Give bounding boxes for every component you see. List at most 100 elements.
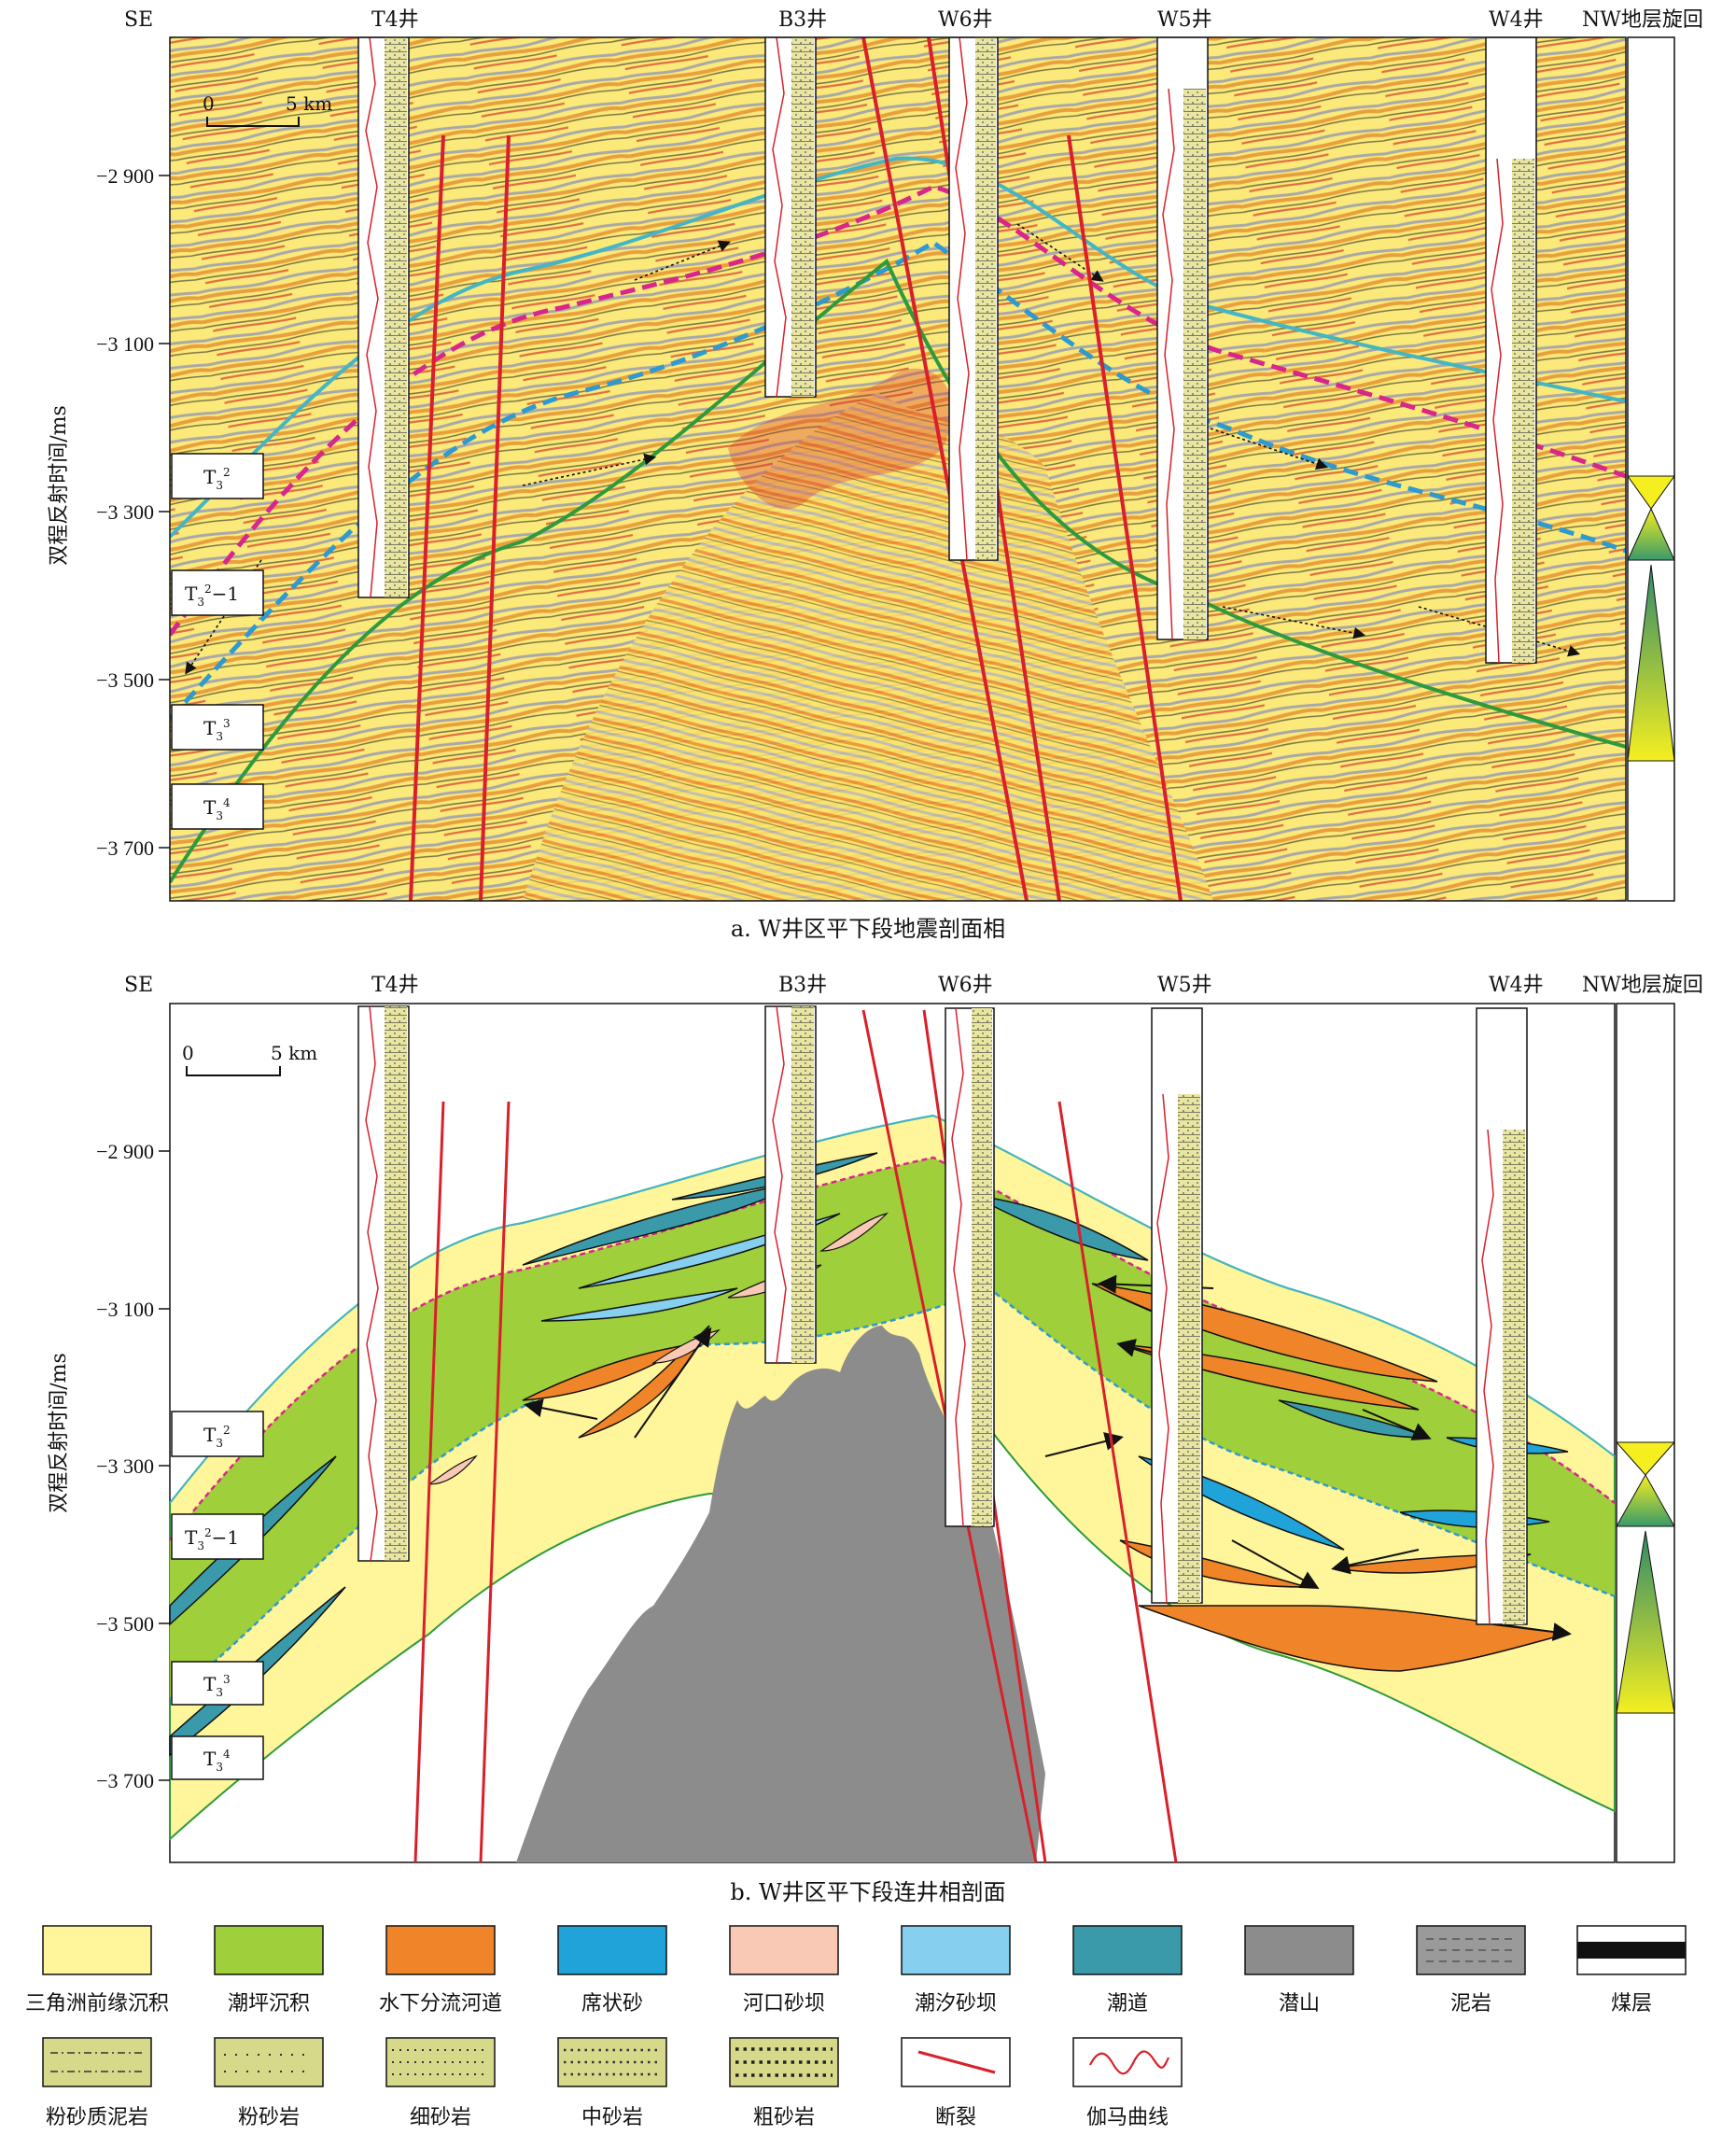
svg-text:断裂: 断裂: [935, 2106, 976, 2129]
svg-text:T33: T33: [203, 1673, 231, 1699]
cycle-column: [1615, 1003, 1676, 1863]
legend-swatch: [42, 1925, 152, 1975]
well-label-b3: B3井: [778, 974, 827, 997]
cycle-column: [1627, 36, 1675, 902]
svg-text:T32: T32: [203, 1424, 231, 1450]
well-log-w4: [1485, 37, 1537, 664]
caption-a: a. W井区平下段地震剖面相: [731, 916, 1005, 942]
legend-swatch: [385, 2037, 496, 2087]
legend-item: 席状砂: [557, 1925, 667, 2016]
legend-item: 断裂: [901, 2037, 1011, 2129]
svg-text:粉砂质泥岩: 粉砂质泥岩: [46, 2106, 148, 2129]
buried-hill: [516, 1326, 1045, 1862]
legend-item: 潮坪沉积: [214, 1925, 324, 2016]
svg-text:河口砂坝: 河口砂坝: [743, 1992, 825, 2016]
distributary-channel: [578, 1325, 710, 1439]
y-tick-label: −3 500: [96, 668, 154, 692]
well-label-w6: W6井: [938, 8, 993, 32]
legend-item: 三角洲前缘沉积: [25, 1925, 169, 2016]
y-tick-label: −2 900: [96, 1140, 154, 1163]
well-label-w5: W5井: [1157, 8, 1212, 32]
well-label-w4: W4井: [1489, 8, 1544, 32]
svg-text:T32−1: T32−1: [185, 583, 239, 609]
y-ticks: −2 900 −3 100 −3 300 −3 500 −3 700: [96, 164, 170, 860]
y-tick-label: −2 900: [96, 164, 154, 188]
svg-text:粗砂岩: 粗砂岩: [753, 2106, 815, 2129]
well-log-b3: [764, 37, 817, 398]
legend-item: 潜山: [1244, 1925, 1354, 2016]
svg-text:潮道: 潮道: [1107, 1992, 1148, 2016]
legend-swatch: [214, 2037, 324, 2087]
legend-item: 河口砂坝: [729, 1925, 839, 2016]
se-label: SE: [124, 8, 153, 32]
y-tick-label: −3 300: [96, 500, 154, 524]
y-tick-label: −3 700: [96, 1769, 154, 1792]
well-label-w4: W4井: [1489, 974, 1544, 997]
legend-swatch: [557, 1925, 667, 1975]
svg-text:中砂岩: 中砂岩: [581, 2106, 643, 2129]
tidal-channel: [970, 1194, 1149, 1261]
fault-line: [1067, 134, 1183, 901]
y-ticks: −2 900 −3 100 −3 300 −3 500 −3 700: [96, 1140, 170, 1792]
well-label-t4: T4井: [371, 974, 419, 997]
scale-end: 5 km: [271, 1042, 317, 1064]
svg-text:席状砂: 席状砂: [581, 1992, 643, 2016]
seismic-section: [170, 37, 1626, 901]
fault-line: [479, 134, 511, 901]
scale-end: 5 km: [286, 92, 332, 115]
legend-item: 泥岩: [1416, 1925, 1526, 2016]
fault-line: [861, 37, 1029, 901]
y-tick-label: −3 300: [96, 1454, 154, 1478]
svg-text:煤层: 煤层: [1611, 1992, 1652, 2016]
legend-item: 潮道: [1072, 1925, 1183, 2016]
y-tick-label: −3 500: [96, 1612, 154, 1636]
stratum-box: T32: [171, 1411, 264, 1457]
legend-swatch: [1244, 1925, 1354, 1975]
well-log-w6: [945, 1007, 995, 1527]
svg-text:T32−1: T32−1: [185, 1526, 239, 1552]
well-label-b3: B3井: [778, 8, 827, 32]
mouth-bar: [427, 1454, 478, 1485]
svg-text:T32: T32: [203, 466, 231, 492]
legend-item: 粉砂质泥岩: [42, 2037, 152, 2129]
svg-text:T33: T33: [203, 717, 231, 743]
well-log-w5: [1151, 1007, 1203, 1604]
well-log-w4: [1476, 1007, 1528, 1625]
svg-text:细砂岩: 细砂岩: [410, 2106, 471, 2129]
tidal-bar: [540, 1287, 738, 1322]
stratum-box: T33: [171, 704, 264, 751]
y-tick-label: −3 100: [96, 332, 154, 356]
y-axis-label: 双程反射时间/ms: [48, 1353, 71, 1513]
svg-text:T34: T34: [203, 1748, 231, 1774]
fault-line: [479, 1101, 511, 1863]
fault-line: [409, 134, 445, 901]
legend-swatch: [42, 2037, 152, 2087]
legend-swatch: [557, 2037, 667, 2087]
svg-text:潜山: 潜山: [1279, 1992, 1320, 2016]
tidal-flat-deposit: [170, 1158, 1615, 1699]
legend-item: 伽马曲线: [1072, 2037, 1183, 2129]
svg-text:水下分流河道: 水下分流河道: [379, 1992, 502, 2016]
legend-swatch: [901, 1925, 1011, 1975]
legend-swatch: [729, 1925, 839, 1975]
scale-start: 0: [182, 1042, 194, 1064]
svg-text:潮坪沉积: 潮坪沉积: [228, 1992, 310, 2016]
fault-line: [1057, 1101, 1178, 1863]
mouth-bar: [819, 1212, 889, 1252]
panel-b: 0 5 km SE NW地层旋回 T4井 B3井 W6井 W5井 W4井 双程反…: [48, 974, 1703, 1905]
y-tick-label: −3 100: [96, 1298, 154, 1321]
well-log-w5: [1156, 37, 1209, 640]
well-label-w6: W6井: [938, 974, 993, 997]
panel-a: 0 5 km SE NW地层旋回 T4井 B3井 W6井 W5井 W4井 双程反…: [48, 8, 1703, 942]
legend-item: 粗砂岩: [729, 2037, 839, 2129]
legend: 三角洲前缘沉积 潮坪沉积 水下分流河道 席状砂 河口砂坝 潮汐砂坝 潮道 潜山: [25, 1925, 1687, 2129]
legend-item: 水下分流河道: [379, 1925, 502, 2016]
well-log-b3: [764, 1005, 817, 1364]
svg-text:T34: T34: [203, 796, 231, 822]
stratum-box: T32: [171, 453, 264, 499]
stratum-box: T34: [171, 1735, 264, 1780]
svg-text:伽马曲线: 伽马曲线: [1086, 2106, 1169, 2129]
nw-cycle-label: NW地层旋回: [1582, 974, 1703, 997]
svg-text:三角洲前缘沉积: 三角洲前缘沉积: [25, 1992, 169, 2016]
stratum-box: T34: [171, 783, 264, 830]
